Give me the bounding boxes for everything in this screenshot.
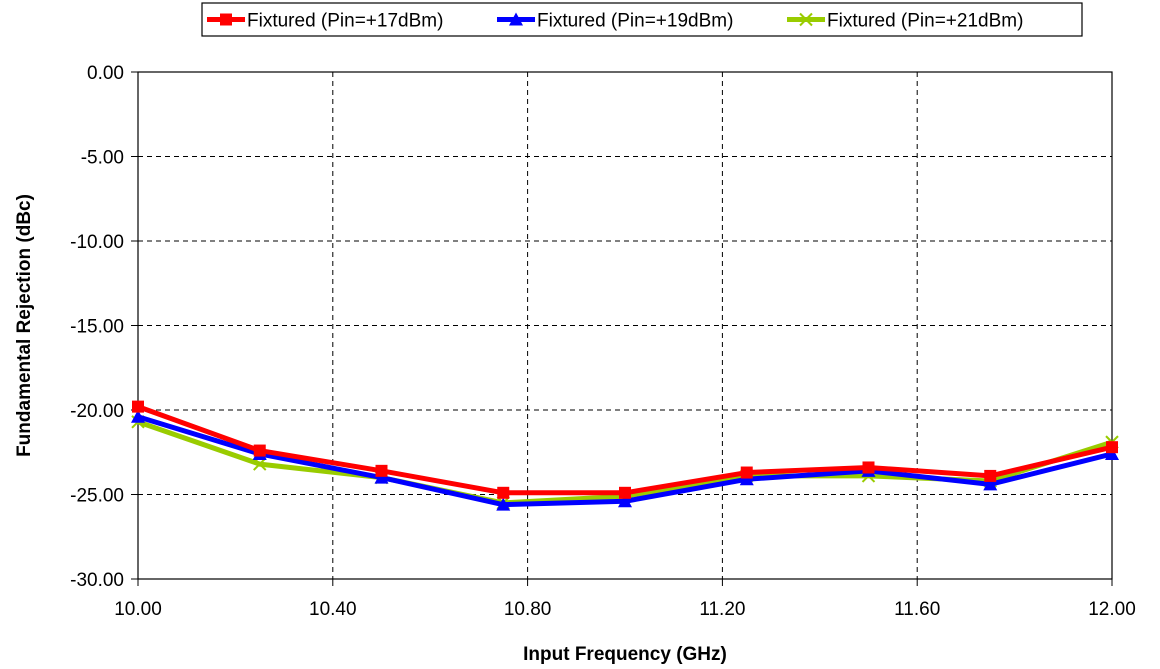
data-point — [131, 409, 145, 423]
legend-marker — [509, 12, 523, 26]
data-point — [253, 457, 267, 471]
x-tick-label: 12.00 — [1088, 599, 1136, 620]
data-point — [984, 469, 997, 482]
legend-item: Fixtured (Pin=+17dBm) — [207, 11, 443, 32]
y-axis-title: Fundamental Rejection (dBc) — [14, 194, 35, 457]
data-point — [618, 494, 632, 508]
legend-label: Fixtured (Pin=+19dBm) — [537, 11, 733, 32]
data-point — [983, 477, 998, 491]
y-tick-label: -30.00 — [70, 570, 124, 591]
x-axis-ticks: 10.00 10.40 10.80 11.20 11.60 12.00 — [114, 579, 1136, 620]
legend-label: Fixtured (Pin=+17dBm) — [247, 11, 443, 32]
x-axis-title: Input Frequency (GHz) — [523, 644, 727, 665]
legend-marker — [799, 12, 813, 27]
grid — [138, 72, 1112, 579]
x-tick-label: 10.00 — [114, 599, 162, 620]
data-point — [374, 470, 389, 484]
data-point — [496, 497, 511, 511]
data-point — [132, 400, 144, 413]
legend-item: Fixtured (Pin=+21dBm) — [787, 11, 1023, 32]
y-tick-label: -20.00 — [70, 401, 124, 422]
series-1 — [132, 400, 1118, 499]
y-tick-label: 0.00 — [87, 63, 124, 84]
y-tick-label: -15.00 — [70, 317, 124, 338]
x-tick-label: 11.20 — [699, 599, 745, 620]
data-point — [1105, 446, 1119, 460]
legend-label: Fixtured (Pin=+21dBm) — [827, 11, 1023, 32]
x-tick-label: 10.40 — [309, 599, 357, 620]
data-point — [862, 461, 875, 474]
y-tick-label: -25.00 — [70, 486, 124, 507]
y-tick-label: -5.00 — [81, 148, 124, 169]
data-point — [1106, 441, 1118, 454]
data-point — [619, 486, 631, 499]
data-point — [740, 466, 753, 479]
legend-item: Fixtured (Pin=+19dBm) — [497, 11, 733, 32]
x-tick-label: 11.60 — [894, 599, 940, 620]
y-axis-ticks: 0.00 -5.00 -10.00 -15.00 -20.00 -25.00 -30.00 — [70, 63, 138, 591]
legend-marker — [220, 13, 232, 26]
data-point — [739, 472, 754, 486]
legend-box — [201, 2, 1083, 37]
x-tick-label: 10.80 — [504, 599, 552, 620]
data-point — [497, 486, 510, 499]
legend: Fixtured (Pin=+17dBm) Fixtured (Pin=+19dB… — [201, 2, 1083, 37]
y-tick-label: -10.00 — [70, 232, 124, 253]
data-point — [375, 464, 388, 477]
data-point — [253, 444, 266, 457]
series-layer — [131, 400, 1119, 511]
